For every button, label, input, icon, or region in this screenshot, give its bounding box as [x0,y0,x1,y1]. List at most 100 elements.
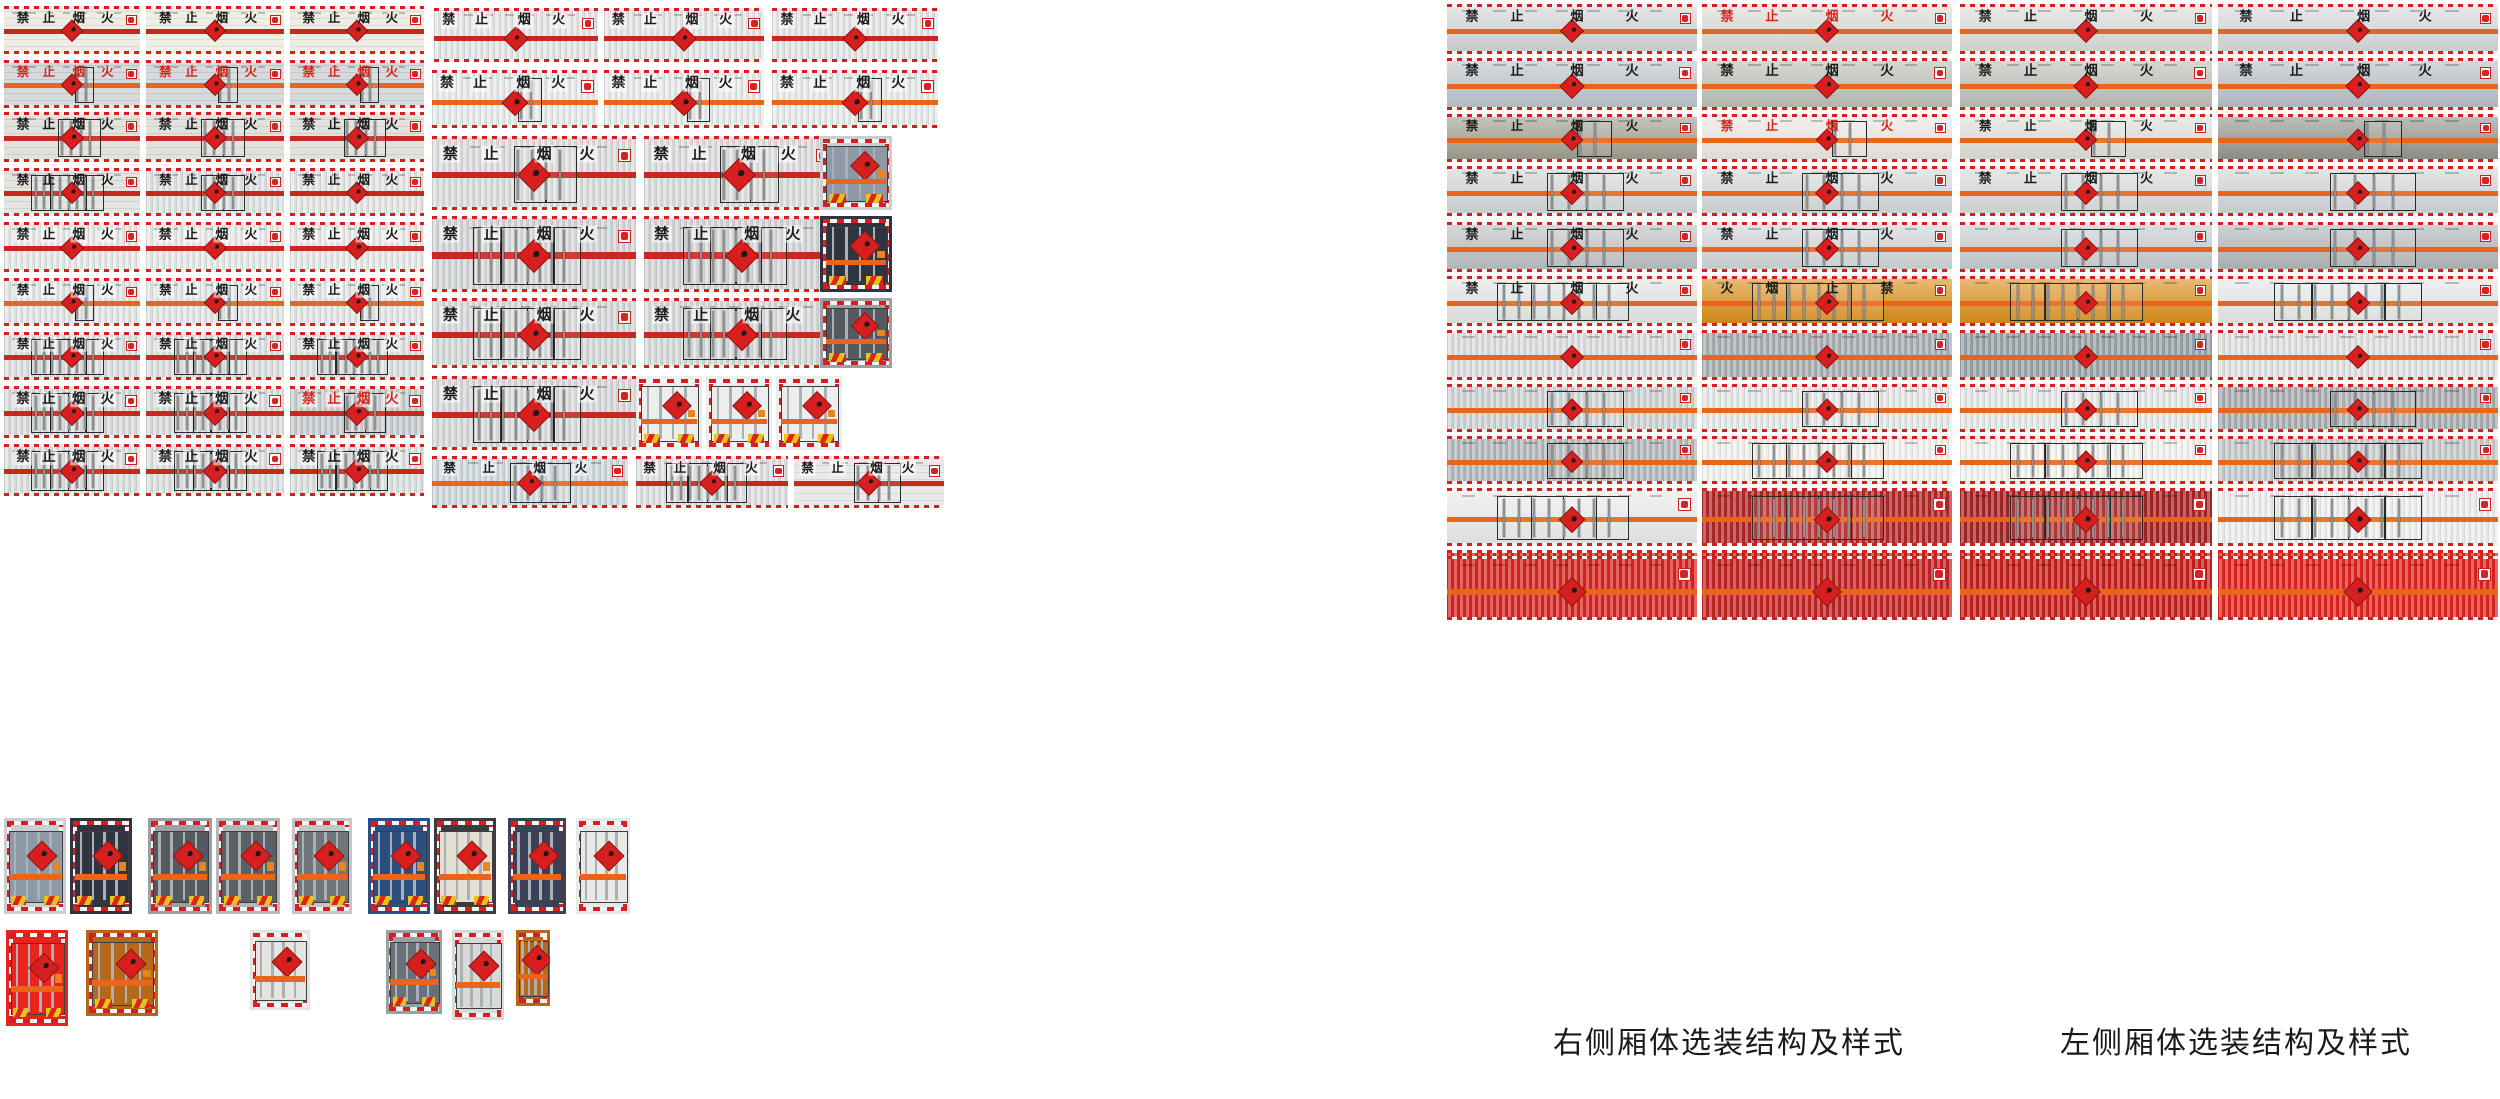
door-locking-bar [1758,498,1761,538]
roof-vent-slot [1618,228,1631,230]
roof-vent-slot [2269,228,2284,230]
door-mullion [1595,497,1597,539]
roof-vent-slot [29,228,36,230]
roof-vent-slot [1904,441,1917,444]
door-mullion [228,394,230,432]
rear-door-locking-rod [528,832,531,900]
painted-warning-character: 火 [2139,171,2153,187]
reflective-edge-tape [1447,213,1697,216]
painted-warning-character: 禁 [159,64,172,80]
door-locking-bar [1847,498,1850,538]
roof-vent-slot [844,14,853,17]
roof-vent-slot [1587,336,1600,338]
painted-warning-character: 火 [1880,227,1894,243]
van-body-photo: 禁止烟火 [290,332,424,380]
reflective-edge-tape [290,213,424,216]
roof-vent-slot [2164,441,2177,444]
roof-vent-slot [29,11,36,14]
roof-vent-slot [1842,10,1855,12]
door-locking-bar [177,395,180,431]
reflective-edge-tape [1702,429,1952,432]
rear-chevron-marking [866,276,884,286]
reflective-edge-tape [2218,51,2498,54]
van-body-photo: 禁止烟火 [290,112,424,162]
no-open-flame-sticker [2193,498,2206,511]
rear-door-locking-rod [872,308,876,358]
reflective-edge-tape [1960,4,2212,7]
roof-vent-slot [46,65,53,68]
van-body-photo: 禁止烟火 [1702,222,1952,272]
door-locking-bar [1803,498,1806,538]
side-access-door [1547,173,1624,211]
reflective-edge-tape [290,51,424,54]
door-mullion [500,227,502,284]
door-mullion [553,227,555,284]
painted-warning-character: 火 [101,172,114,188]
roof-vent-slot [331,11,339,14]
door-locking-bar [478,229,481,282]
reflective-edge-tape [432,70,598,73]
roof-vent-slot [1748,64,1761,67]
painted-warning-character: 禁 [652,224,672,243]
door-locking-bar [1849,123,1852,155]
painted-warning-character: 火 [100,117,114,133]
roof-vent-slot [2101,64,2114,67]
roof-vent-slot [1618,64,1631,67]
rear-door-locking-rod [394,942,398,1002]
reflective-edge-tape [1447,269,1697,272]
painted-warning-character: 火 [99,282,116,298]
door-locking-bar [1551,445,1553,477]
rear-door-locking-rod [293,942,297,998]
rear-door-locking-rod [301,832,305,900]
door-locking-bar [1803,445,1806,477]
roof-vent-slot [1975,282,1988,284]
roof-vent-slot [114,65,121,68]
van-body-photo: 禁止烟火 [4,6,140,54]
roof-vent-slot [520,306,531,309]
amber-marker-lamp [688,410,696,417]
rear-door-locking-rod [594,832,598,900]
hazard-stripe [580,873,626,881]
right-side-caption: 右侧厢体选装结构及样式 [1553,1026,1905,1061]
roof-vent-slot [1975,172,1988,174]
rear-door-locking-rod [194,832,198,900]
door-locking-bar [711,310,714,358]
door-mullion [1785,497,1787,539]
no-open-flame-sticker [410,176,421,188]
roof-vent-slot [2409,389,2424,392]
painted-warning-character: 火 [244,172,258,188]
roof-vent-slot [2234,563,2249,566]
rear-door-locking-rod [238,832,241,900]
hazard-stripe [711,418,767,425]
painted-warning-character: 火 [2140,118,2153,134]
reflective-edge-tape [2218,213,2498,216]
roof-vent-slot [1462,119,1475,122]
van-body-photo [1960,436,2212,484]
door-locking-bar [887,465,890,501]
roof-vent-slot [1748,336,1761,338]
painted-warning-character: 禁 [1720,227,1734,243]
no-open-flame-sticker [125,395,137,407]
rear-chevron-marking [77,896,93,906]
door-locking-bar [1551,231,1553,265]
door-locking-bar [670,465,673,501]
no-open-flame-sticker [1680,122,1691,134]
side-access-door [1802,390,1879,428]
painted-warning-character: 火 [1720,281,1734,297]
van-body-photo: 禁止烟火 [1447,114,1697,162]
roof-vent-slot [114,228,121,230]
roof-vent-slot [2164,336,2177,338]
roof-vent-slot [1555,336,1569,338]
no-open-flame-sticker [2194,285,2206,296]
roof-vent-slot [1555,64,1569,67]
rear-chevron-marking [866,352,884,362]
van-body-photo [1702,556,1952,620]
no-open-flame-sticker [1935,392,1946,404]
door-locking-bar [51,177,54,209]
painted-warning-character: 烟 [711,460,728,476]
reflective-edge-tape [1447,543,1697,546]
door-locking-bar [711,229,714,282]
no-open-flame-sticker [2480,175,2491,186]
roof-vent-slot [797,146,808,149]
painted-warning-character: 止 [691,224,711,243]
